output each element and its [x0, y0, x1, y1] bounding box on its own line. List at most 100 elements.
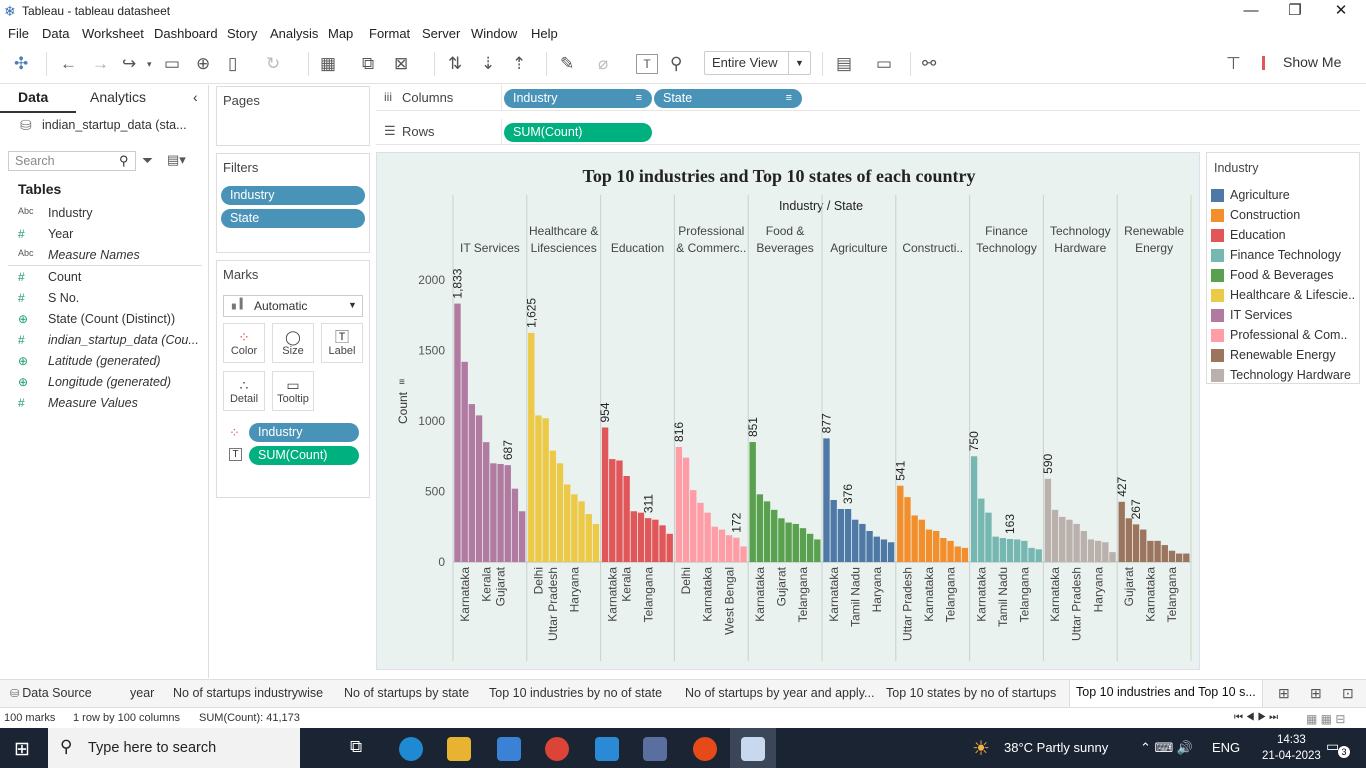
show-labels-icon[interactable]: T	[636, 54, 658, 74]
columns-shelf[interactable]: iii Columns Industry ≡ State ≡	[376, 85, 1360, 111]
sheet-view-icons[interactable]: ▦ ▦ ⊟	[1306, 712, 1346, 726]
field-search-input[interactable]: Search ⚲	[8, 151, 136, 171]
sort-descending-icon[interactable]: ⇡	[512, 54, 527, 73]
pin-icon[interactable]: ⊤	[1226, 54, 1241, 73]
ms-store-icon[interactable]	[497, 737, 521, 761]
legend-item-construction[interactable]: Construction	[1211, 205, 1357, 224]
marks-label-button[interactable]: 🅃 Label	[321, 323, 363, 363]
new-worksheet-icon[interactable]: ▦	[320, 54, 337, 73]
new-datasource-icon[interactable]: ⊕	[196, 54, 211, 73]
data-source-tab[interactable]: ⛁ Data Source	[10, 686, 92, 700]
tableau-home-icon[interactable]: ✣	[14, 54, 29, 73]
swap-icon[interactable]: ⇅	[448, 54, 463, 73]
undo-icon[interactable]: ←	[60, 54, 77, 73]
taskbar-clock[interactable]: 14:33 21-04-2023	[1262, 732, 1321, 764]
legend-item-renewable-energy[interactable]: Renewable Energy	[1211, 345, 1357, 364]
edge-browser-icon[interactable]	[399, 737, 423, 761]
highlight-icon[interactable]: ✎	[560, 54, 575, 73]
mark-type-dropdown[interactable]: ▖▍ Automatic ▼	[223, 295, 363, 317]
color-legend[interactable]: Industry Agriculture Construction Educat…	[1206, 152, 1360, 384]
language-indicator[interactable]: ENG	[1212, 740, 1241, 755]
marks-color-button[interactable]: ⁘ Color	[223, 323, 265, 363]
replay-icon[interactable]: ↪	[122, 54, 137, 73]
clear-sheet-icon[interactable]: ⊠	[394, 54, 409, 73]
tab-data[interactable]: Data	[18, 89, 49, 105]
rows-shelf[interactable]: ☰ Rows SUM(Count)	[376, 119, 1360, 145]
mail-icon[interactable]	[595, 737, 619, 761]
tab-analytics[interactable]: Analytics	[90, 89, 147, 105]
menu-file[interactable]: File	[8, 26, 29, 41]
menu-window[interactable]: Window	[471, 26, 518, 41]
collapse-pane-icon[interactable]: ‹	[193, 89, 198, 105]
group-icon[interactable]: ⌀	[598, 54, 609, 73]
windows-start-icon[interactable]: ⊞	[14, 739, 30, 760]
menu-worksheet[interactable]: Worksheet	[82, 26, 144, 41]
marks-pill-industry[interactable]: Industry	[249, 423, 359, 442]
taskbar-search-box[interactable]: ⚲ Type here to search	[48, 728, 300, 768]
marks-detail-button[interactable]: ∴ Detail	[223, 371, 265, 411]
weather-text[interactable]: 38°C Partly sunny	[1004, 740, 1109, 755]
sort-ascending-icon[interactable]: ⇣	[481, 54, 496, 73]
marks-size-button[interactable]: ◯ Size	[272, 323, 314, 363]
legend-item-education[interactable]: Education	[1211, 225, 1357, 244]
fit-dropdown[interactable]: Entire View ▼	[704, 51, 811, 75]
sheet-tab-by-state[interactable]: No of startups by state	[344, 686, 470, 700]
marks-pill-sum-count[interactable]: SUM(Count)	[249, 446, 359, 465]
sheet-tab-top10-industries[interactable]: Top 10 industries by no of state	[489, 686, 663, 700]
chart-area[interactable]: Top 10 industries and Top 10 states of e…	[376, 152, 1200, 670]
show-cards-icon[interactable]: ▤	[836, 54, 853, 73]
minimize-button[interactable]: —	[1243, 2, 1259, 19]
tableau-taskbar-icon[interactable]	[741, 737, 765, 761]
fix-axes-icon[interactable]: ⚲	[670, 54, 683, 73]
refresh-icon[interactable]: ↻	[266, 54, 281, 73]
columns-pill-industry[interactable]: Industry ≡	[504, 89, 652, 108]
replay-dropdown-icon[interactable]: ▾	[147, 59, 152, 69]
legend-item-technology-hardware[interactable]: Technology Hardware	[1211, 365, 1357, 384]
sheet-tab-year[interactable]: year	[130, 686, 155, 700]
pages-card[interactable]: Pages	[216, 86, 370, 146]
sheet-tab-by-year[interactable]: No of startups by year and apply...	[685, 686, 875, 700]
filter-pill-state[interactable]: State	[221, 209, 365, 228]
menu-server[interactable]: Server	[422, 26, 461, 41]
new-dashboard-icon[interactable]: ⊞	[1310, 685, 1322, 701]
save-icon[interactable]: ▭	[164, 54, 181, 73]
menu-story[interactable]: Story	[227, 26, 258, 41]
sheet-tab-top10-states[interactable]: Top 10 states by no of startups	[886, 686, 1057, 700]
view-options-icon[interactable]: ▤▾	[167, 152, 186, 167]
legend-item-healthcare[interactable]: Healthcare & Lifescie...	[1211, 285, 1357, 304]
sheet-tab-active[interactable]: Top 10 industries and Top 10 s...	[1069, 680, 1263, 708]
rows-pill-sum-count[interactable]: SUM(Count)	[504, 123, 652, 142]
duplicate-icon[interactable]: ⧉	[362, 54, 375, 73]
show-me-button[interactable]: Show Me	[1283, 54, 1342, 70]
share-icon[interactable]: ⚯	[922, 54, 937, 73]
file-explorer-icon[interactable]	[447, 737, 471, 761]
filters-card[interactable]: Filters Industry State	[216, 153, 370, 253]
legend-item-food-beverages[interactable]: Food & Beverages	[1211, 265, 1357, 284]
pause-updates-icon[interactable]: ▯	[228, 54, 238, 73]
legend-item-it-services[interactable]: IT Services	[1211, 305, 1357, 324]
sheet-tab-industrywise[interactable]: No of startups industrywise	[173, 686, 324, 700]
new-story-icon[interactable]: ⊡	[1342, 685, 1354, 701]
sheet-nav-icons[interactable]: ⏮ ◀ ▶ ⏭	[1234, 712, 1279, 723]
columns-pill-state[interactable]: State ≡	[654, 89, 802, 108]
maximize-button[interactable]: ❐	[1288, 2, 1302, 19]
menu-map[interactable]: Map	[328, 26, 354, 41]
filter-pill-industry[interactable]: Industry	[221, 186, 365, 205]
legend-item-agriculture[interactable]: Agriculture	[1211, 185, 1357, 204]
menu-format[interactable]: Format	[369, 26, 411, 41]
task-view-icon[interactable]: ⧉	[350, 737, 363, 756]
legend-item-professional[interactable]: Professional & Com..	[1211, 325, 1357, 344]
marks-tooltip-button[interactable]: ▭ Tooltip	[272, 371, 314, 411]
brave-browser-icon[interactable]	[693, 737, 717, 761]
notification-icon[interactable]: ▭	[1326, 738, 1340, 754]
filter-fields-icon[interactable]: ⏷	[142, 152, 154, 168]
redo-icon[interactable]: →	[92, 54, 109, 73]
menu-data[interactable]: Data	[42, 26, 70, 41]
chrome-icon[interactable]	[545, 737, 569, 761]
menu-help[interactable]: Help	[531, 26, 558, 41]
menu-dashboard[interactable]: Dashboard	[154, 26, 218, 41]
media-player-icon[interactable]	[643, 737, 667, 761]
close-button[interactable]: ✕	[1334, 2, 1348, 19]
tray-icons[interactable]: ⌃ ⌨ 🔊	[1140, 740, 1194, 755]
menu-analysis[interactable]: Analysis	[270, 26, 319, 41]
